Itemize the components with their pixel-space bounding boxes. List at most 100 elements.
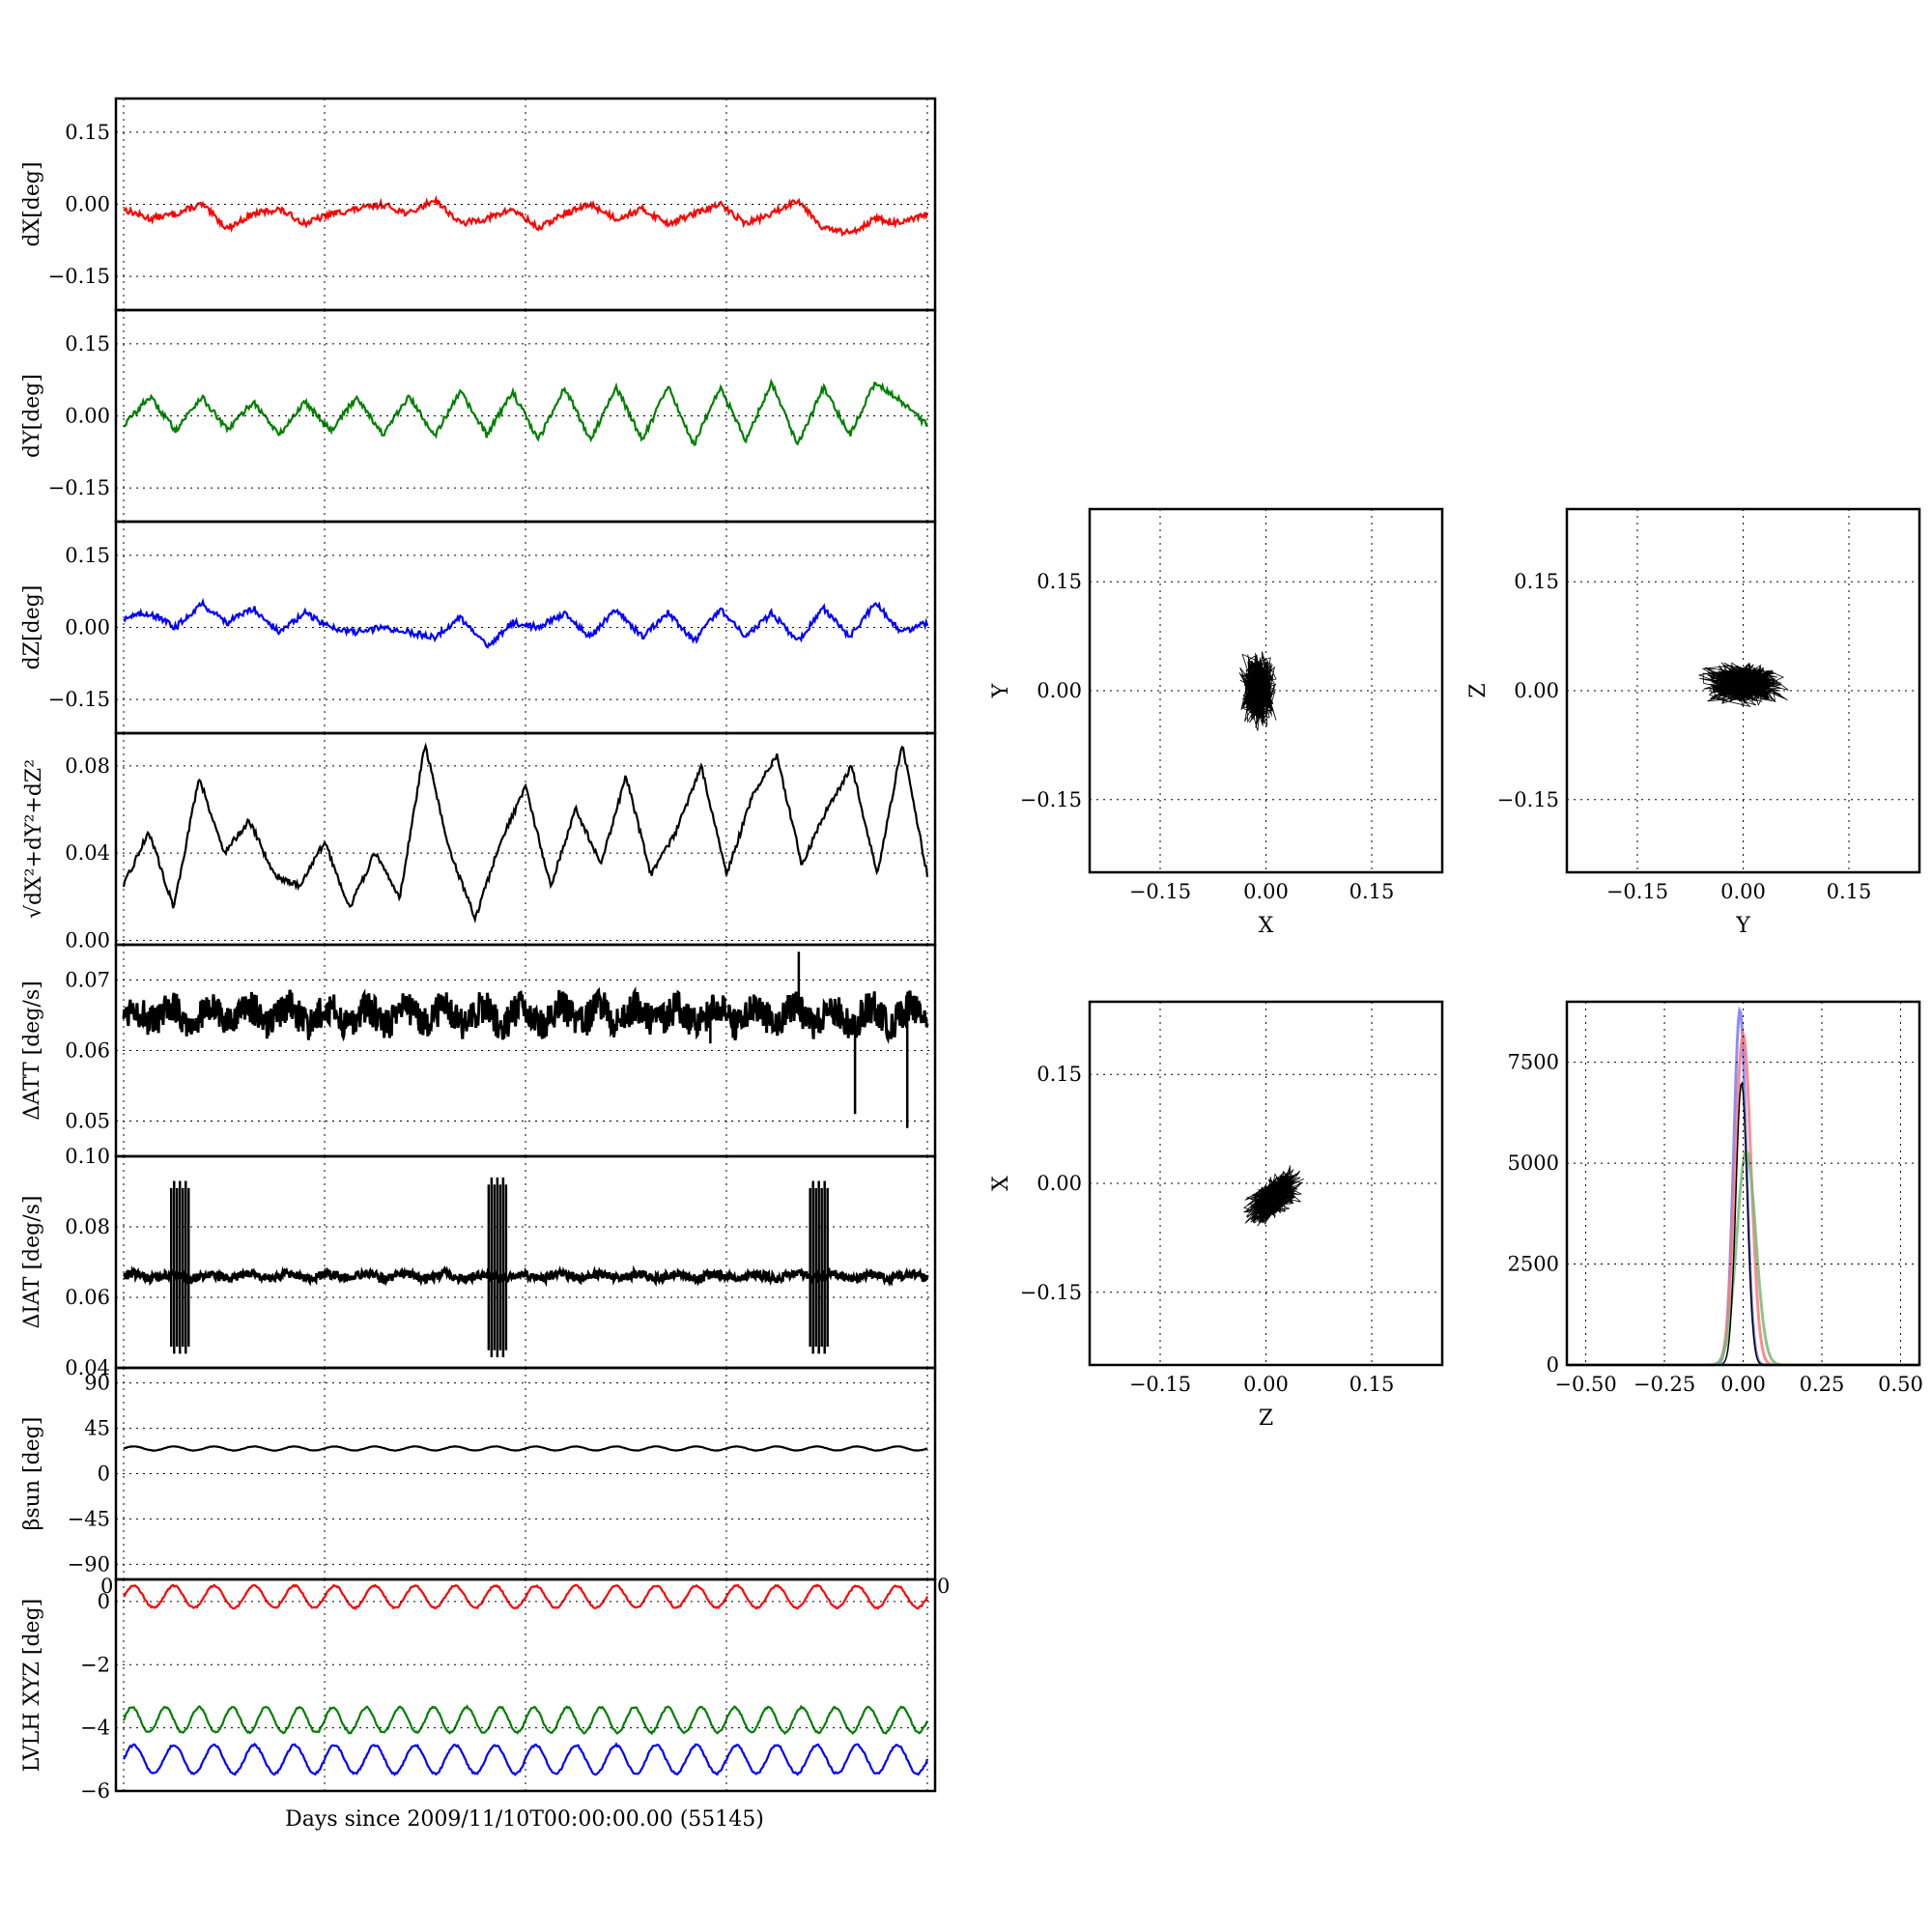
y-tick-label: −2 [80,1653,110,1676]
x-tick-label: 0.15 [1827,880,1872,903]
y-tick-label: 0.00 [65,405,110,428]
x-tick-label: 0 [100,1575,113,1598]
panel-dR: 0.08 0.04 0.00 √dX²+dY²+dZ² [22,742,929,952]
y-tick-label: 0.00 [1037,679,1082,702]
y-tick-label: 2500 [1508,1253,1559,1276]
y-tick-label: 5000 [1508,1151,1559,1175]
y-axis-label: dY[deg] [20,374,44,458]
y-tick-label: 0.05 [65,1110,110,1133]
x-axis-label: Z [1259,1406,1273,1431]
y-axis-label: ΔATT [deg/s] [20,980,44,1120]
series-line [123,1445,928,1452]
y-tick-label: 7500 [1508,1051,1559,1074]
y-tick-label: −90 [68,1552,110,1576]
histogram-panel: −0.50 −0.25 0.00 0.25 0.50 7500 5000 2500 0 [1508,1006,1923,1396]
y-tick-label: 0.15 [65,121,110,144]
y-tick-label: −0.15 [1497,788,1559,811]
y-tick-label: 0.00 [65,616,110,639]
x-tick-label: −0.15 [1129,1373,1191,1396]
x-tick-label: 0.00 [1243,880,1289,903]
x-tick-label: 0.00 [1720,880,1766,903]
histogram-series [1567,1149,1919,1367]
panel-frame [1088,507,1444,874]
scatter-panel-xy: −0.15 0.15 0.00 0.00 0.15 −0.15 X Y [989,570,1394,938]
y-tick-label: 0.04 [65,1356,110,1379]
y-axis-label: X [989,1176,1013,1191]
panel-beta: 90 45 0 −45 −90 βsun [deg] [20,1372,928,1576]
x-tick-label: −0.50 [1554,1373,1616,1396]
series-line [122,985,929,1045]
scatter-trace [1698,662,1789,708]
y-tick-label: 45 [84,1417,110,1440]
y-axis-label: dZ[deg] [20,585,44,670]
y-tick-label: 0 [98,1463,110,1486]
panel-dIAT: 0.10 0.08 0.06 0.04 ΔIAT [deg/s] [20,1145,929,1379]
y-tick-label: −0.15 [1020,1281,1082,1304]
panel-frame [1088,1000,1444,1367]
y-tick-label: −0.15 [1020,788,1082,811]
y-axis-label: Z [1466,683,1491,697]
y-tick-label: 0 [1547,1353,1559,1377]
series-line [123,1742,929,1776]
y-axis-label: Y [989,683,1013,698]
x-axis-label: X [1259,914,1274,938]
y-tick-label: 0.15 [1037,1063,1082,1086]
y-tick-label: 0.00 [1037,1172,1082,1195]
y-tick-label: 0.00 [65,928,110,952]
panel-frame [114,1577,937,1793]
x-tick-label: 0 [937,1575,950,1598]
y-tick-label: 0.08 [65,1215,110,1238]
scatter-panel-yz: −0.15 0.15 0.00 0.00 0.15 −0.15 Y Z [1466,570,1871,938]
y-tick-label: −6 [80,1779,110,1803]
scatter-trace [1238,651,1277,731]
y-axis-label: ΔIAT [deg/s] [20,1196,44,1329]
y-tick-label: 0 [98,1590,110,1613]
x-tick-label: 0.15 [1350,880,1395,903]
y-tick-label: −4 [80,1717,110,1740]
panel-dATT: 0.07 0.06 0.05 ΔATT [deg/s] [20,952,929,1133]
series-line [122,1704,929,1736]
histogram-series [1567,1081,1919,1366]
x-tick-label: 0.00 [1720,1373,1766,1396]
y-axis-label: dX[deg] [20,161,44,246]
y-tick-label: −0.15 [48,476,110,499]
y-tick-label: −45 [68,1507,110,1530]
x-tick-label: 0.00 [1243,1373,1289,1396]
scatter-trace [1242,1165,1305,1227]
x-tick-label: 0.50 [1878,1373,1923,1396]
x-tick-label: 0.25 [1800,1373,1845,1396]
x-tick-label: 0.15 [1350,1373,1395,1396]
y-tick-label: 0.06 [65,1286,110,1309]
y-tick-label: −0.15 [48,688,110,711]
y-tick-label: 90 [84,1372,110,1395]
series-line [123,597,929,649]
y-tick-label: 0.10 [65,1145,110,1168]
y-tick-label: 0.06 [65,1039,110,1063]
x-tick-label: −0.15 [1129,880,1191,903]
y-tick-label: 0.00 [1514,679,1559,702]
y-tick-label: 0.00 [65,193,110,216]
y-tick-label: 0.07 [65,969,110,992]
y-tick-label: 0.08 [65,754,110,778]
y-axis-label: LVLH XYZ [deg] [20,1599,44,1773]
x-axis-label: Y [1735,914,1750,938]
y-tick-label: 0.15 [1514,570,1559,593]
x-tick-label: −0.15 [1606,880,1668,903]
series-line [123,1583,929,1610]
y-tick-label: 0.15 [65,544,110,567]
panel-frame [1565,1000,1921,1367]
y-tick-label: 0.15 [1037,570,1082,593]
y-tick-label: −0.15 [48,265,110,288]
x-axis-label: Days since 2009/11/10T00:00:00.00 (55145… [285,1807,764,1832]
y-tick-label: 0.04 [65,841,110,865]
y-tick-label: 0.15 [65,332,110,355]
chart-panels: 0.150.00−0.15dX[deg]0.150.00−0.15dY[deg]… [20,97,1923,1803]
series-line [123,378,928,446]
y-axis-label: √dX²+dY²+dZ² [22,759,46,919]
panel-frame [1565,507,1921,874]
